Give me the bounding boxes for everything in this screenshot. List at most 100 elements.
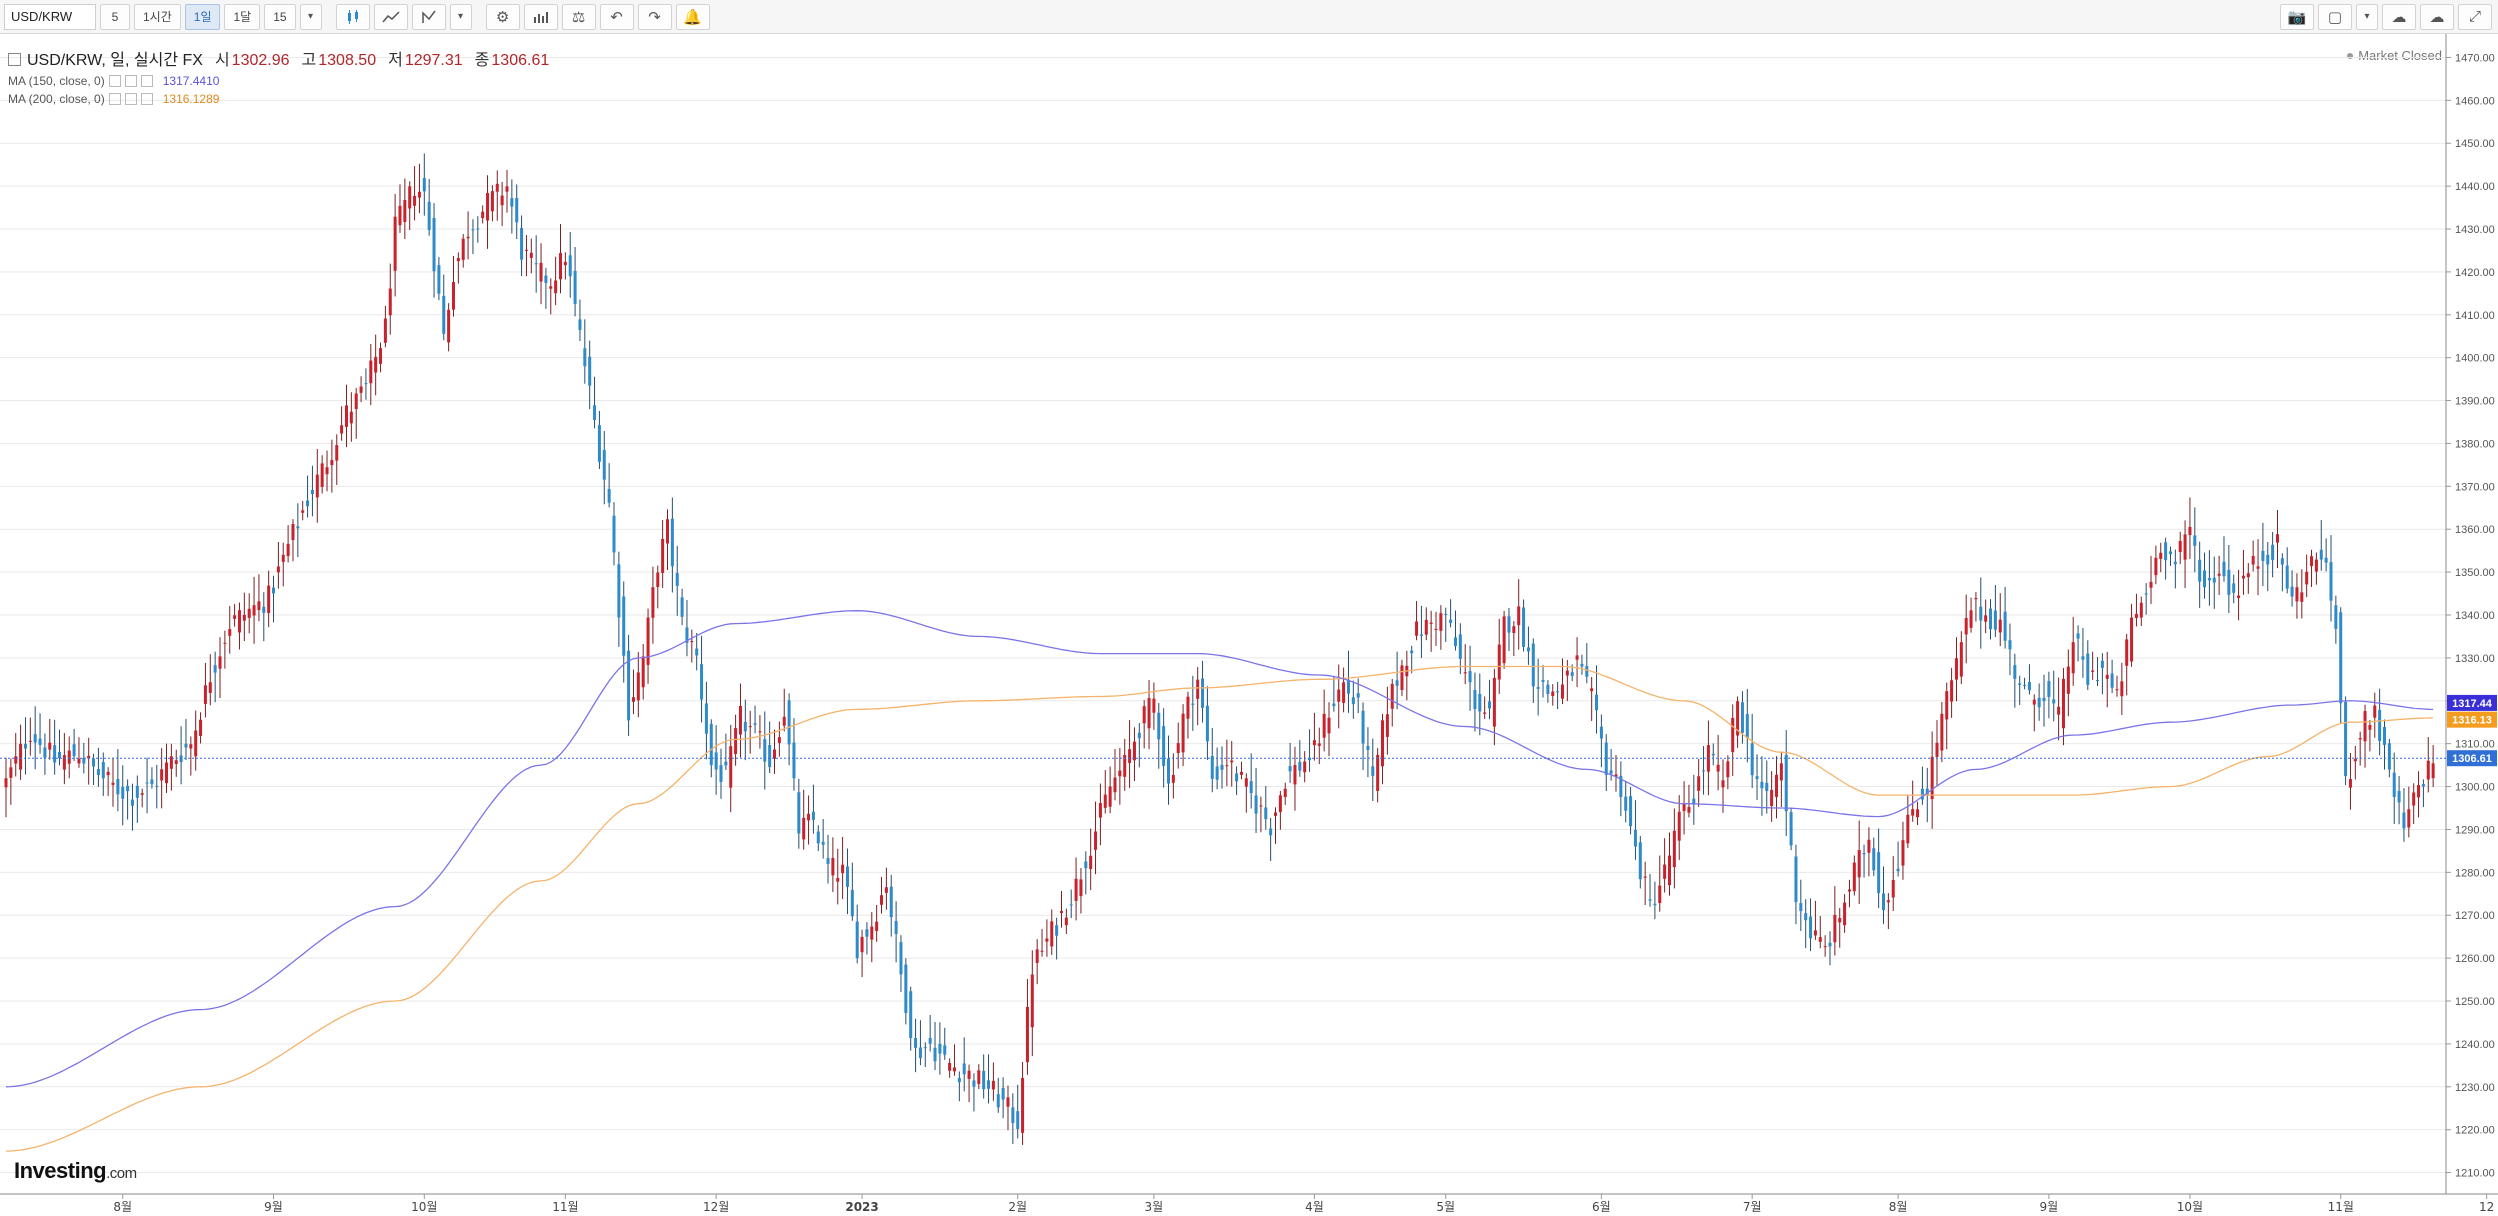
redo-icon[interactable]: ↷ — [637, 3, 672, 30]
candle-down — [602, 449, 606, 480]
legend-collapse-icon[interactable] — [8, 53, 21, 66]
alert-bell-icon[interactable]: 🔔 — [675, 3, 710, 30]
candle-down — [33, 734, 37, 743]
layout-dropdown-icon[interactable]: ▾ — [2356, 3, 2378, 30]
candle-up — [529, 252, 533, 258]
candle-down — [763, 739, 767, 762]
candle-up — [1113, 777, 1117, 793]
cloud-load-icon[interactable]: ☁ — [2382, 3, 2416, 30]
candlestick-type-icon[interactable] — [335, 3, 370, 30]
camera-snapshot-icon[interactable]: 📷 — [2280, 3, 2314, 30]
candle-up — [884, 887, 888, 893]
candle-down — [2013, 665, 2017, 679]
candle-down — [145, 782, 149, 784]
candle-down — [1395, 680, 1399, 686]
candle-up — [349, 411, 353, 424]
candle-up — [729, 746, 733, 788]
candle-up — [505, 186, 509, 192]
candle-down — [82, 757, 86, 764]
candle-down — [1580, 663, 1584, 667]
candle-up — [802, 817, 806, 840]
indicators-icon[interactable] — [411, 3, 446, 30]
candle-up — [631, 697, 635, 702]
candle-up — [2139, 602, 2143, 618]
x-tick-label: 12 — [2479, 1200, 2494, 1214]
candle-down — [1001, 1087, 1005, 1100]
symbol-input[interactable]: USD/KRW — [4, 3, 96, 30]
candle-down — [1585, 666, 1589, 677]
candle-up — [841, 864, 845, 874]
candle-up — [1424, 619, 1428, 635]
candle-up — [734, 728, 738, 754]
ma150-visibility-icon[interactable] — [108, 75, 121, 87]
candle-up — [1035, 949, 1039, 963]
interval-1day-button[interactable]: 1일 — [184, 3, 221, 30]
candle-up — [2310, 556, 2314, 567]
candle-down — [2290, 586, 2294, 597]
candle-down — [607, 489, 611, 503]
candle-down — [1702, 770, 1706, 772]
settings-gear-icon[interactable]: ⚙ — [485, 3, 520, 30]
candle-up — [2125, 639, 2129, 666]
compare-chart-icon[interactable] — [373, 3, 408, 30]
candle-up — [641, 656, 645, 688]
x-tick-label: 4월 — [1305, 1200, 1324, 1214]
candle-down — [1877, 852, 1881, 894]
candle-up — [1385, 714, 1389, 737]
undo-icon[interactable]: ↶ — [599, 3, 634, 30]
interval-5min-button[interactable]: 5 — [100, 3, 130, 30]
x-tick-label: 11월 — [2328, 1200, 2354, 1214]
candle-down — [695, 648, 699, 656]
interval-1hour-button[interactable]: 1시간 — [134, 3, 181, 30]
candle-down — [471, 229, 475, 231]
candle-down — [442, 295, 446, 334]
candle-down — [2207, 577, 2211, 581]
candle-down — [1653, 903, 1657, 906]
candle-down — [1488, 701, 1492, 709]
candle-down — [943, 1045, 947, 1055]
y-tick-label: 1270.00 — [2455, 910, 2495, 922]
candle-up — [1079, 879, 1083, 897]
candle-up — [2241, 575, 2245, 579]
candle-up — [77, 758, 81, 764]
legend-ma150-row: MA (150, close, 0) 1317.4410 — [8, 74, 549, 88]
candle-down — [306, 500, 310, 507]
ma200-visibility-icon[interactable] — [108, 93, 121, 105]
ma200-settings-icon[interactable] — [124, 93, 137, 105]
candle-up — [1497, 644, 1501, 680]
candle-down — [2271, 544, 2275, 561]
candle-up — [237, 610, 241, 633]
candle-up — [203, 685, 207, 704]
indicators-dropdown-icon[interactable]: ▾ — [449, 3, 472, 30]
legend-main-row: USD/KRW, 일, 실시간 FX 시 1302.96 고 1308.50 저… — [8, 46, 549, 70]
balance-compare-icon[interactable]: ⚖ — [561, 3, 596, 30]
candle-up — [9, 767, 13, 778]
candle-down — [422, 178, 426, 192]
interval-dropdown-icon[interactable]: ▾ — [299, 3, 322, 30]
interval-1month-button[interactable]: 1달 — [224, 3, 261, 30]
y-tick-label: 1310.00 — [2455, 739, 2495, 751]
candle-up — [2256, 566, 2260, 569]
layout-icon[interactable]: ▢ — [2318, 3, 2352, 30]
candle-down — [437, 265, 441, 294]
candle-down — [2047, 681, 2051, 697]
studies-icon[interactable] — [523, 3, 558, 30]
candle-down — [2319, 549, 2323, 560]
cloud-save-icon[interactable]: ☁ — [2420, 3, 2454, 30]
candle-down — [272, 587, 276, 594]
ma150-remove-icon[interactable] — [140, 75, 153, 87]
ma150-settings-icon[interactable] — [124, 75, 137, 87]
candle-down — [2324, 557, 2328, 563]
ma200-remove-icon[interactable] — [140, 93, 153, 105]
candle-down — [700, 664, 704, 700]
candle-down — [1201, 678, 1205, 708]
ma150-label[interactable]: MA (150, close, 0) — [8, 74, 105, 88]
fullscreen-icon[interactable]: ⤢ — [2458, 3, 2492, 30]
candle-up — [140, 793, 144, 795]
interval-15-button[interactable]: 15 — [264, 3, 296, 30]
candle-up — [281, 554, 285, 562]
candle-down — [150, 779, 154, 785]
ma200-label[interactable]: MA (200, close, 0) — [8, 92, 105, 106]
candle-up — [1901, 840, 1905, 866]
